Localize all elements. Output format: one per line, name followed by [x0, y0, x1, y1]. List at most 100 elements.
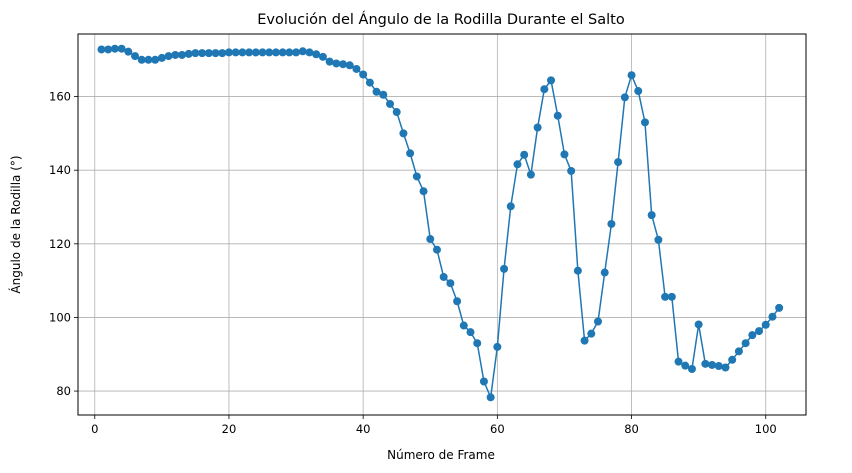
data-point	[533, 123, 542, 132]
data-point	[674, 357, 683, 366]
data-point	[332, 59, 341, 68]
data-point	[412, 172, 421, 181]
data-point	[547, 76, 556, 85]
x-axis-ticks: 0 20 40 60 80 100	[91, 415, 777, 436]
data-point	[137, 55, 146, 64]
data-point	[627, 71, 636, 80]
data-point	[117, 44, 126, 53]
data-point	[298, 47, 307, 56]
data-point	[245, 48, 254, 57]
data-point	[600, 268, 609, 277]
series-line	[101, 47, 780, 399]
data-series	[97, 44, 784, 402]
data-point	[104, 45, 113, 54]
data-point	[124, 47, 133, 56]
data-point	[708, 360, 717, 369]
data-point	[345, 61, 354, 70]
data-point	[386, 99, 394, 108]
data-point	[171, 50, 180, 59]
data-point	[775, 303, 784, 312]
data-point	[392, 108, 401, 117]
data-point	[553, 111, 562, 120]
data-point	[701, 359, 710, 368]
y-axis-ticks: 80 100 120 140 160	[49, 90, 78, 398]
data-point	[647, 211, 656, 220]
data-point	[721, 363, 730, 372]
grid-lines	[78, 34, 806, 415]
y-tick-label: 140	[49, 163, 71, 177]
data-point	[365, 78, 374, 87]
data-point	[184, 49, 193, 58]
data-point	[359, 70, 368, 79]
data-point	[728, 355, 737, 364]
y-tick-label: 160	[49, 90, 71, 104]
data-point	[493, 342, 502, 351]
data-point	[634, 87, 643, 96]
data-point	[231, 48, 240, 57]
data-point	[372, 87, 381, 96]
data-point	[157, 53, 166, 62]
data-point	[406, 149, 415, 158]
x-tick-label: 20	[222, 422, 237, 436]
data-point	[292, 48, 301, 57]
data-point	[453, 297, 462, 306]
data-point	[352, 64, 361, 73]
data-point	[755, 327, 764, 336]
data-point	[573, 266, 582, 275]
data-point	[540, 85, 549, 94]
data-point	[379, 90, 388, 99]
data-point	[164, 52, 173, 61]
data-point	[580, 336, 589, 345]
data-point	[681, 361, 690, 370]
data-point	[312, 50, 321, 59]
data-point	[446, 279, 455, 288]
data-point	[251, 48, 260, 57]
data-point	[714, 362, 723, 371]
data-point	[513, 160, 522, 169]
data-point	[620, 93, 629, 102]
data-point	[271, 48, 280, 57]
data-point	[144, 55, 153, 64]
data-point	[694, 320, 703, 329]
data-point	[654, 235, 663, 244]
data-point	[741, 339, 750, 348]
data-point	[419, 187, 428, 196]
data-point	[439, 272, 448, 281]
data-point	[191, 49, 200, 58]
data-point	[567, 166, 576, 175]
chart-title: Evolución del Ángulo de la Rodilla Duran…	[257, 11, 625, 28]
data-point	[198, 49, 207, 58]
x-tick-label: 60	[490, 422, 505, 436]
data-point	[305, 48, 314, 57]
y-tick-label: 80	[56, 384, 71, 398]
data-point	[258, 48, 267, 57]
data-point	[325, 57, 334, 66]
y-axis-label: Ángulo de la Rodilla (°)	[8, 155, 23, 293]
data-point	[432, 245, 441, 254]
data-point	[178, 50, 186, 59]
y-tick-label: 100	[49, 310, 71, 324]
data-point	[473, 339, 482, 348]
data-point	[506, 202, 515, 211]
data-point	[97, 45, 106, 54]
data-point	[661, 292, 670, 301]
data-point	[734, 347, 743, 356]
data-point	[587, 329, 596, 338]
y-tick-label: 120	[49, 237, 71, 251]
x-tick-label: 80	[624, 422, 639, 436]
data-point	[224, 48, 233, 57]
data-point	[607, 219, 616, 228]
data-point	[761, 320, 770, 329]
data-point	[594, 317, 602, 326]
data-point	[640, 118, 649, 127]
data-point	[151, 55, 160, 64]
data-point	[339, 60, 348, 69]
data-point	[479, 377, 488, 386]
data-point	[486, 393, 495, 402]
x-axis-label: Número de Frame	[387, 448, 495, 462]
data-point	[526, 170, 535, 179]
data-point	[667, 292, 676, 301]
data-point	[614, 158, 623, 167]
data-point	[560, 150, 569, 159]
